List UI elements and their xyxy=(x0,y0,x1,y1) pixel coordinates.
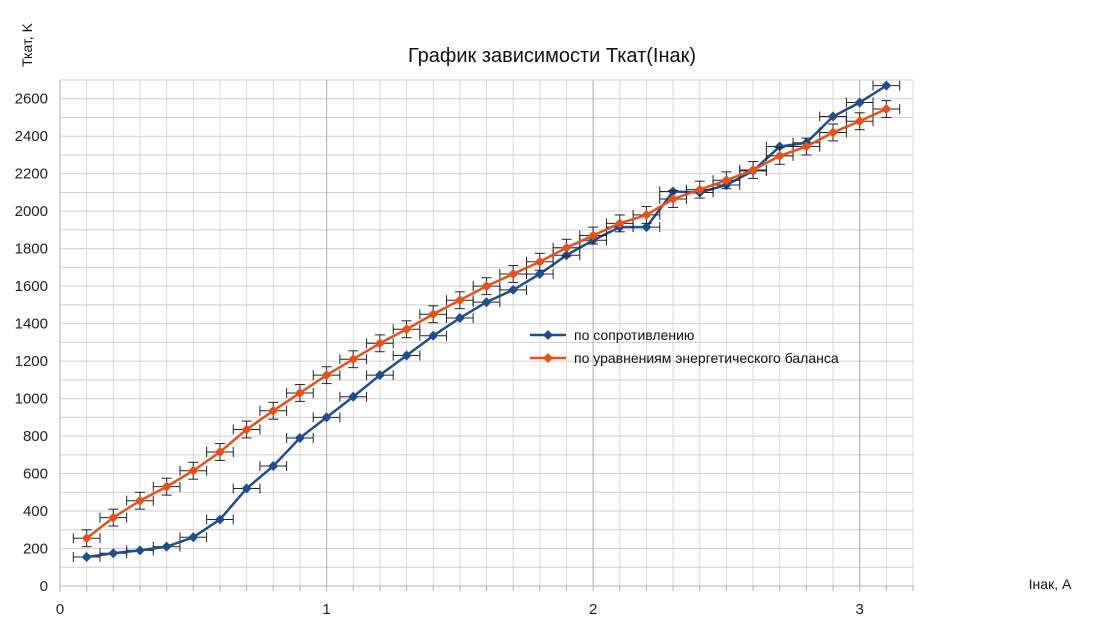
y-tick-label: 200 xyxy=(23,541,48,558)
legend-entry-label: по уравнениям энергетического баланса xyxy=(574,350,839,366)
data-point xyxy=(534,268,545,279)
x-tick-label: 3 xyxy=(856,601,864,618)
y-tick-label: 2000 xyxy=(15,203,48,220)
data-point xyxy=(241,424,252,435)
data-point xyxy=(641,222,652,233)
data-point xyxy=(294,432,305,443)
data-point xyxy=(241,483,252,494)
y-tick-label: 1600 xyxy=(15,278,48,295)
data-point xyxy=(81,551,92,562)
data-point xyxy=(428,330,439,341)
series-layer xyxy=(72,80,901,562)
legend: по сопротивлению по уравнениям энергетиче… xyxy=(530,327,839,366)
data-point xyxy=(694,184,705,195)
data-point xyxy=(401,324,412,335)
y-tick-label: 0 xyxy=(40,578,48,595)
data-point xyxy=(374,338,385,349)
data-point xyxy=(534,256,545,267)
data-point xyxy=(348,354,359,365)
data-point xyxy=(428,309,439,320)
data-point xyxy=(268,405,279,416)
data-point xyxy=(721,175,732,186)
y-tick-label: 1800 xyxy=(15,241,48,258)
series-1 xyxy=(72,100,901,548)
data-point xyxy=(454,295,465,306)
data-point xyxy=(854,97,865,108)
data-point xyxy=(801,141,812,152)
data-point xyxy=(134,495,145,506)
data-point xyxy=(161,541,172,552)
data-point xyxy=(374,370,385,381)
legend-swatch-marker xyxy=(543,330,553,340)
data-point xyxy=(321,412,332,423)
data-point xyxy=(854,116,865,127)
x-tick-label: 0 xyxy=(56,601,64,618)
legend-entry-label: по сопротивлению xyxy=(574,327,694,343)
x-tick-label: 2 xyxy=(589,601,597,618)
data-point xyxy=(454,313,465,324)
data-point xyxy=(508,284,519,295)
y-tick-label: 800 xyxy=(23,428,48,445)
data-point xyxy=(641,209,652,220)
y-tick-label: 2600 xyxy=(15,91,48,108)
data-point xyxy=(214,447,225,458)
data-point xyxy=(881,104,892,115)
data-point xyxy=(881,80,892,91)
data-point xyxy=(481,297,492,308)
data-point xyxy=(774,150,785,161)
data-point xyxy=(348,391,359,402)
data-point xyxy=(188,532,199,543)
data-point xyxy=(294,387,305,398)
data-point xyxy=(108,512,119,523)
y-tick-label: 400 xyxy=(23,503,48,520)
data-point xyxy=(828,127,839,138)
chart-title: График зависимости Ткат(Iнак) xyxy=(408,45,696,67)
y-tick-label: 1000 xyxy=(15,391,48,408)
data-point xyxy=(401,350,412,361)
data-point xyxy=(748,164,759,175)
y-tick-label: 2200 xyxy=(15,166,48,183)
y-tick-label: 600 xyxy=(23,466,48,483)
data-point xyxy=(614,218,625,229)
x-axis-label: Iнак, A xyxy=(1029,576,1072,592)
data-point xyxy=(828,111,839,122)
data-point xyxy=(588,230,599,241)
x-tick-label: 1 xyxy=(322,601,330,618)
y-tick-label: 1200 xyxy=(15,353,48,370)
data-point xyxy=(108,548,119,559)
data-point xyxy=(161,481,172,492)
data-point xyxy=(508,268,519,279)
tick-labels: 0 200 400 600 800 1000 1200 1400 1600 1800 2000 220… xyxy=(15,91,864,618)
y-tick-label: 2400 xyxy=(15,128,48,145)
data-point xyxy=(561,242,572,253)
y-tick-label: 1400 xyxy=(15,316,48,333)
data-point xyxy=(321,370,332,381)
data-point xyxy=(188,465,199,476)
data-point xyxy=(268,461,279,472)
data-point xyxy=(134,545,145,556)
data-point xyxy=(668,194,679,205)
axes xyxy=(59,80,914,592)
data-point xyxy=(81,533,92,544)
y-axis-label: Ткат, K xyxy=(19,22,35,66)
legend-swatch-marker xyxy=(543,353,553,363)
data-point xyxy=(214,514,225,525)
data-point xyxy=(774,141,785,152)
data-point xyxy=(481,281,492,292)
